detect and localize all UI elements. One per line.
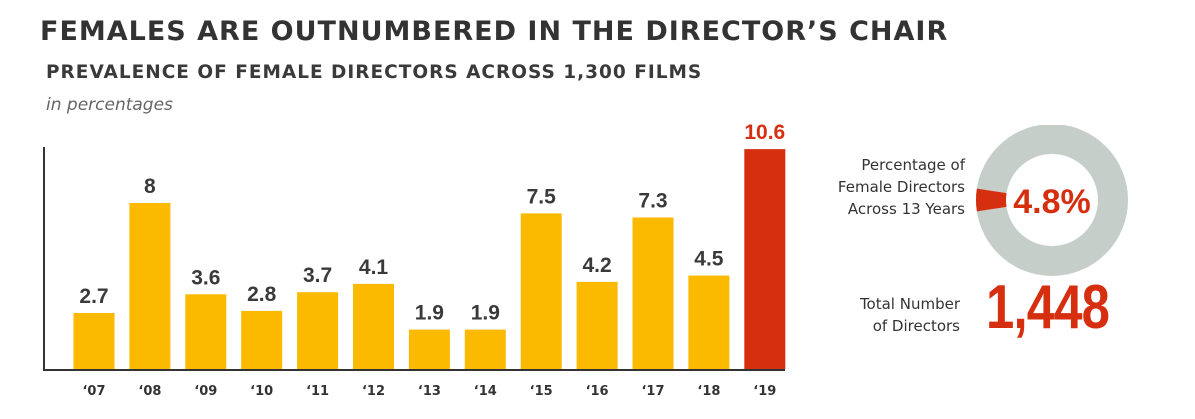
x-tick-label: ‘15	[530, 384, 553, 399]
total-directors-value: 1,448	[986, 273, 1110, 342]
bar-value-label: 4.1	[359, 256, 389, 279]
bar-value-label: 8	[144, 175, 156, 198]
x-tick-label: ‘12	[362, 384, 385, 399]
bar-value-label: 2.8	[247, 283, 277, 306]
bar-value-label: 10.6	[744, 121, 785, 144]
total-caption-line: of Directors	[872, 317, 960, 335]
bar-11	[297, 292, 339, 369]
tick-labels-layer: ‘07 ‘08 ‘09 ‘10 ‘11 ‘12 ‘13 ‘14 ‘15 ‘16 ‘17 ‘18 ‘19	[82, 384, 776, 399]
chart-subtitle: PREVALENCE OF FEMALE DIRECTORS ACROSS 1,…	[46, 62, 703, 83]
share-caption-line: Percentage of	[861, 156, 965, 174]
bar-17	[632, 217, 674, 369]
share-donut: 4.8%	[976, 125, 1128, 276]
bar-19	[744, 149, 786, 369]
bar-14	[464, 329, 506, 369]
bar-value-label: 2.7	[79, 285, 108, 308]
bar-value-label: 4.2	[582, 254, 611, 277]
x-tick-label: ‘16	[586, 384, 609, 399]
bar-12	[353, 283, 394, 369]
total-caption: Total Number of Directors	[760, 293, 960, 337]
share-value: 4.8%	[1013, 183, 1091, 221]
bar-15	[520, 213, 562, 369]
x-tick-label: ‘10	[250, 384, 273, 399]
x-tick-label: ‘13	[418, 384, 441, 399]
bar-value-label: 7.5	[527, 185, 557, 208]
value-labels-layer: 2.7 8 3.6 2.8 3.7 4.1 1.9 1.9 7.5 4.2 7.3 4.5 10.6	[79, 121, 785, 325]
x-tick-label: ‘07	[82, 384, 105, 399]
bar-value-label: 3.6	[191, 266, 220, 289]
bar-10	[241, 310, 283, 369]
bar-value-label: 7.3	[638, 190, 667, 213]
bar-value-label: 1.9	[471, 302, 500, 325]
bar-18	[688, 275, 730, 369]
donut-female-slice	[976, 188, 1007, 212]
x-tick-label: ‘18	[697, 384, 720, 399]
share-caption: Percentage of Female Directors Across 13…	[765, 154, 965, 220]
units-note: in percentages	[46, 95, 173, 115]
bar-chart: 2.7 8 3.6 2.8 3.7 4.1 1.9 1.9 7.5 4.2 7.3 4.5 10.6 ‘…	[43, 121, 786, 399]
bars-layer	[73, 149, 786, 370]
total-caption-line: Total Number	[859, 295, 960, 313]
bar-07	[73, 313, 115, 369]
x-tick-label: ‘17	[641, 384, 664, 399]
bar-value-label: 3.7	[303, 264, 332, 287]
bar-value-label: 1.9	[415, 302, 444, 325]
x-tick-label: ‘11	[306, 384, 329, 399]
x-tick-label: ‘09	[194, 384, 217, 399]
bar-value-label: 4.5	[694, 248, 724, 271]
x-tick-label: ‘08	[138, 384, 161, 399]
bar-13	[408, 329, 450, 369]
share-caption-line: Female Directors	[837, 178, 965, 196]
share-caption-line: Across 13 Years	[847, 200, 965, 218]
bar-08	[129, 203, 171, 369]
bar-09	[185, 294, 227, 369]
chart-title: FEMALES ARE OUTNUMBERED IN THE DIRECTOR’…	[40, 16, 949, 47]
bar-16	[576, 281, 618, 370]
x-tick-label: ‘14	[474, 384, 497, 399]
x-tick-label: ‘19	[753, 384, 776, 399]
